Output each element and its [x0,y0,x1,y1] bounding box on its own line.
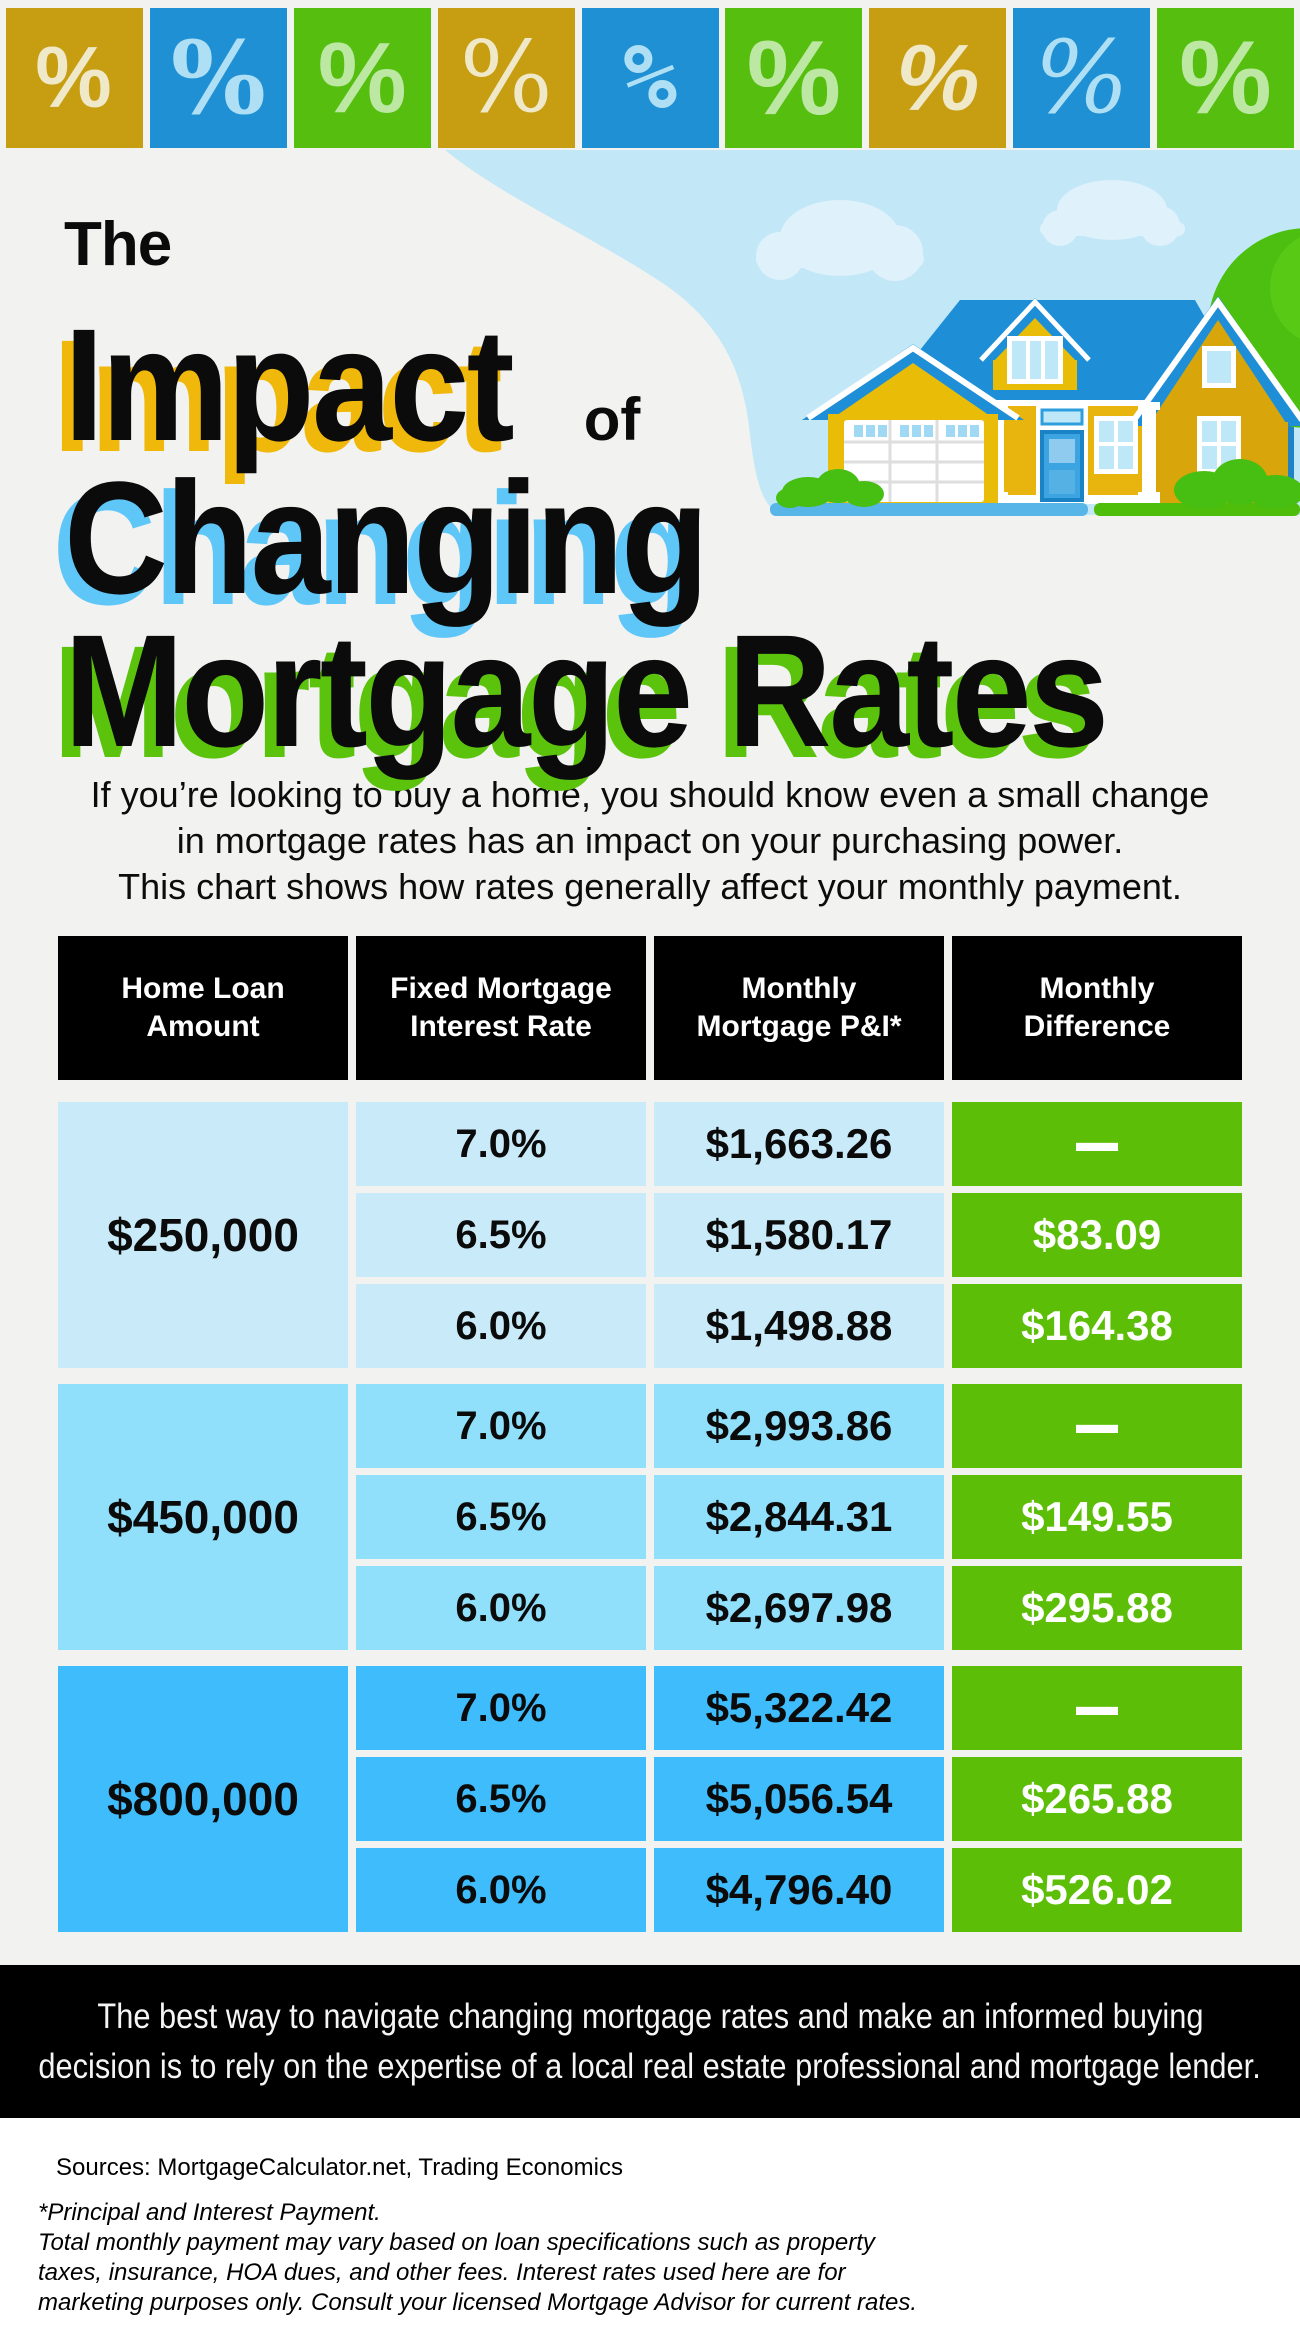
payment-cell: $2,697.98 [654,1566,944,1650]
column-header-monthly-pi: Monthly Mortgage P&I* [654,936,944,1080]
header-line: Monthly [1039,972,1155,1005]
intro-line: If you’re looking to buy a home, you sho… [90,774,1210,815]
percent-icon: % [149,8,287,148]
disclaimer-line: marketing purposes only. Consult your li… [38,2289,918,2316]
dash: — [1076,1402,1118,1449]
rate-cell: 6.0% [356,1284,646,1368]
intro-line: in mortgage rates has an impact on your … [176,820,1124,861]
payment-cell: $1,663.26 [654,1102,944,1186]
sources-text: Sources: MortgageCalculator.net, Trading… [56,2154,623,2181]
header-line: Monthly [741,972,857,1005]
payment-cell: $5,056.54 [654,1757,944,1841]
percent-icon: % [437,8,575,148]
loan-group-450k: $450,000 7.0% $2,993.86 — 6.5% $2,844.31… [58,1384,1242,1650]
difference-cell: — [952,1102,1242,1186]
title-line-mortgage-rates: Mortgage Rates [64,601,1222,780]
payment-cell: $2,844.31 [654,1475,944,1559]
loan-amount-cell: $800,000 [58,1666,348,1932]
percent-glyph: % [622,25,678,130]
title-prefix: The [64,210,172,279]
difference-cell: $526.02 [952,1848,1242,1932]
dash: — [1076,1684,1118,1731]
title-word-mortgage-rates: Mortgage Rates [64,601,1109,780]
percent-icon: % [293,8,431,148]
percent-glyph: % [35,30,114,126]
hero-section: The Impact of Changing Mortgage Rates [0,148,1300,771]
disclaimer-line: Total monthly payment may vary based on … [38,2229,875,2256]
advice-banner: The best way to navigate changing mortga… [0,1965,1300,2118]
percent-glyph: % [895,25,980,130]
header-line: Home Loan [121,972,285,1005]
loan-group-250k: $250,000 7.0% $1,663.26 — 6.5% $1,580.17… [58,1102,1242,1368]
difference-cell: $149.55 [952,1475,1242,1559]
difference-cell: — [952,1666,1242,1750]
title-word-impact: Impact [64,295,515,474]
header-line: Interest Rate [410,1010,592,1043]
percent-glyph: % [317,22,407,134]
percent-icon: % [869,8,1007,148]
percent-icon: % [1157,8,1294,148]
column-header-interest-rate: Fixed Mortgage Interest Rate [356,936,646,1080]
disclaimer-line: *Principal and Interest Payment. [38,2199,381,2226]
column-header-loan-amount: Home Loan Amount [58,936,348,1080]
payment-cell: $1,498.88 [654,1284,944,1368]
payment-cell: $2,993.86 [654,1384,944,1468]
rate-cell: 6.5% [356,1193,646,1277]
disclaimer-line: taxes, insurance, HOA dues, and other fe… [38,2259,846,2286]
rate-cell: 7.0% [356,1102,646,1186]
rate-cell: 6.5% [356,1757,646,1841]
advice-line: decision is to rely on the expertise of … [38,2046,1262,2086]
header-line: Fixed Mortgage [390,972,612,1005]
payment-cell: $1,580.17 [654,1193,944,1277]
intro-text: If you’re looking to buy a home, you sho… [0,772,1300,910]
advice-line: The best way to navigate changing mortga… [96,1996,1204,2036]
payment-cell: $4,796.40 [654,1848,944,1932]
percent-icon: % [725,8,863,148]
dash: — [1076,1120,1118,1167]
column-header-monthly-difference: Monthly Difference [952,936,1242,1080]
rates-table: Home Loan Amount Fixed Mortgage Interest R… [58,936,1242,1932]
loan-amount-cell: $250,000 [58,1102,348,1368]
difference-cell: $295.88 [952,1566,1242,1650]
percent-icon: % [6,8,143,148]
title-word-of: of [583,386,641,453]
percent-icon: % [581,8,719,148]
rate-cell: 6.5% [356,1475,646,1559]
loan-group-800k: $800,000 7.0% $5,322.42 — 6.5% $5,056.54… [58,1666,1242,1932]
header-line: Amount [146,1010,260,1043]
percent-glyph: % [459,21,553,135]
disclaimer-text: *Principal and Interest Payment. Total m… [38,2198,1300,2318]
percent-banner: % % % % % % % % % [0,0,1300,148]
rate-cell: 6.0% [356,1848,646,1932]
table-header-row: Home Loan Amount Fixed Mortgage Interest R… [58,936,1242,1080]
difference-cell: — [952,1384,1242,1468]
header-line: Mortgage P&I* [696,1010,902,1043]
percent-glyph: % [746,19,841,137]
rate-cell: 6.0% [356,1566,646,1650]
rate-cell: 7.0% [356,1666,646,1750]
difference-cell: $83.09 [952,1193,1242,1277]
page-title: The Impact of Changing Mortgage Rates [64,210,1222,780]
loan-amount-cell: $450,000 [58,1384,348,1650]
rate-cell: 7.0% [356,1384,646,1468]
percent-icon: % [1013,8,1151,148]
title-line-changing: Changing [64,448,1222,627]
difference-cell: $164.38 [952,1284,1242,1368]
title-line-impact: Impact of [64,295,1222,474]
percent-glyph: % [1034,19,1130,136]
title-word-changing: Changing [64,448,709,627]
intro-line: This chart shows how rates generally aff… [118,866,1182,907]
footer: Sources: MortgageCalculator.net, Trading… [0,2118,1300,2349]
percent-glyph: % [1179,20,1272,136]
difference-cell: $265.88 [952,1757,1242,1841]
percent-glyph: % [170,19,266,137]
header-line: Difference [1023,1010,1171,1043]
payment-cell: $5,322.42 [654,1666,944,1750]
